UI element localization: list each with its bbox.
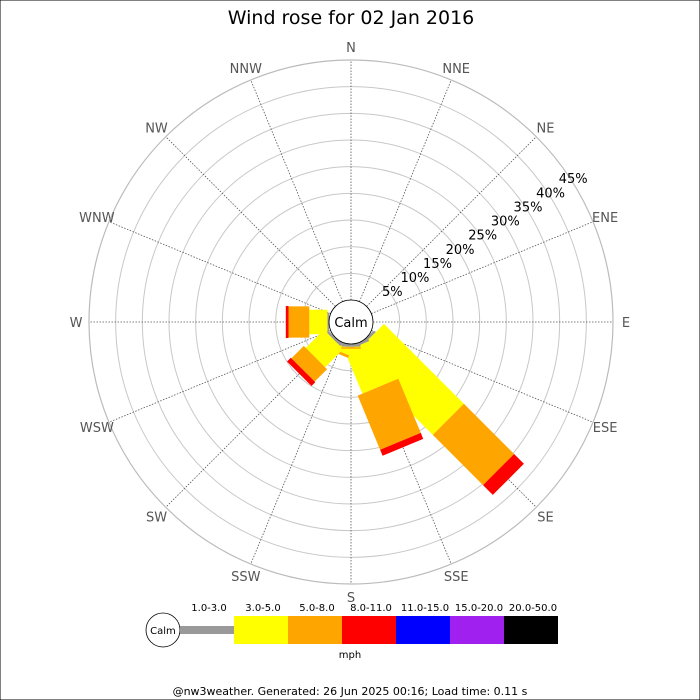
direction-labels: N NNE NE ENE E ESE SE SSE S SSW SW WSW W WNW NW NNW — [70, 41, 631, 606]
legend-swatch-1 — [234, 616, 288, 644]
direction-label-nnw: NNW — [230, 62, 262, 77]
polar-grid — [88, 59, 614, 585]
grid-spoke-nne — [359, 79, 452, 302]
direction-label-ssw: SSW — [231, 570, 261, 585]
direction-label-w: W — [70, 316, 83, 331]
petal-sw-bin-1 — [305, 329, 344, 368]
grid-spoke-ne — [366, 136, 537, 307]
petal-sse-bin-3 — [380, 432, 424, 456]
ring-label: 40% — [536, 186, 565, 201]
legend-swatch-4 — [396, 616, 450, 644]
legend-bin-label-3: 8.0-11.0 — [350, 603, 392, 614]
legend-unit-label: mph — [339, 650, 361, 661]
petal-se-bin-3 — [483, 454, 524, 495]
direction-label-ese: ESE — [593, 421, 618, 436]
legend-bin-label-2: 5.0-8.0 — [299, 603, 334, 614]
speed-legend: Calm 1.0-3.0 3.0-5.0 5.0-8.0 8.0-11.0 11.0-15… — [145, 603, 558, 661]
footer-text: @nw3weather. Generated: 26 Jun 2025 00:1… — [173, 685, 528, 698]
legend-swatch-0 — [180, 626, 234, 634]
ring-label: 15% — [423, 257, 452, 272]
petal-sw-bin-2 — [291, 345, 328, 382]
petal-s-bin-1 — [341, 346, 361, 348]
calm-circle — [328, 299, 374, 345]
petal-w-bin-0 — [327, 312, 329, 332]
petal-s-bin-2 — [341, 347, 361, 349]
ring-labels: 5%10%15%20%25%30%35%40%45% — [382, 172, 588, 300]
legend-bin-label-4: 11.0-15.0 — [401, 603, 449, 614]
petal-s-bin-0 — [341, 344, 361, 347]
petal-sse-bin-2 — [357, 378, 421, 450]
ring-label: 45% — [559, 172, 588, 187]
legend-swatch-5 — [450, 616, 504, 644]
direction-label-s: S — [347, 591, 355, 606]
legend-calm-label: Calm — [150, 626, 176, 637]
petal-sse-bin-1 — [344, 338, 394, 394]
ring-label: 20% — [446, 243, 475, 258]
ring-label: 25% — [468, 229, 497, 244]
grid-spoke-nw — [165, 136, 336, 307]
calm-label: Calm — [334, 316, 367, 331]
grid-ring — [275, 246, 427, 398]
grid-spoke-wsw — [108, 330, 331, 423]
grid-spoke-ene — [371, 221, 594, 314]
direction-label-ne: NE — [537, 122, 555, 137]
direction-label-sse: SSE — [444, 570, 469, 585]
ring-label: 10% — [400, 271, 429, 286]
direction-label-wsw: WSW — [80, 421, 114, 436]
grid-ring — [248, 219, 454, 425]
ring-label: 35% — [514, 200, 543, 215]
direction-label-se: SE — [537, 511, 553, 526]
legend-bin-label-1: 3.0-5.0 — [245, 603, 280, 614]
petal-w-bin-3 — [285, 306, 289, 338]
grid-spoke-ssw — [250, 342, 343, 565]
legend-bin-label-5: 15.0-20.0 — [455, 603, 503, 614]
direction-label-n: N — [346, 41, 356, 56]
grid-spoke-ese — [371, 330, 594, 423]
direction-label-nw: NW — [145, 122, 168, 137]
direction-label-ene: ENE — [592, 211, 618, 226]
legend-bin-label-6: 20.0-50.0 — [509, 603, 557, 614]
petal-se-bin-2 — [432, 403, 515, 486]
calm-center: Calm — [328, 299, 374, 345]
ring-label: 5% — [382, 285, 403, 300]
petal-w-bin-1 — [309, 309, 328, 335]
legend-swatch-6 — [504, 616, 558, 644]
grid-ring — [221, 192, 481, 452]
direction-label-nne: NNE — [442, 62, 470, 77]
grid-ring — [88, 59, 614, 585]
petal-sw-bin-0 — [326, 330, 343, 347]
grid-spoke-nnw — [250, 79, 343, 302]
direction-label-sw: SW — [146, 511, 167, 526]
chart-title: Wind rose for 02 Jan 2016 — [228, 7, 475, 29]
legend-swatch-2 — [288, 616, 342, 644]
wind-petals — [285, 306, 524, 495]
grid-spoke-wnw — [108, 221, 331, 314]
direction-label-wnw: WNW — [79, 211, 115, 226]
ring-label: 30% — [491, 215, 520, 230]
direction-label-e: E — [622, 316, 630, 331]
legend-swatch-3 — [342, 616, 396, 644]
petal-w-bin-2 — [288, 306, 310, 338]
petal-sw-bin-3 — [287, 357, 316, 386]
legend-bin-label-0: 1.0-3.0 — [191, 603, 226, 614]
